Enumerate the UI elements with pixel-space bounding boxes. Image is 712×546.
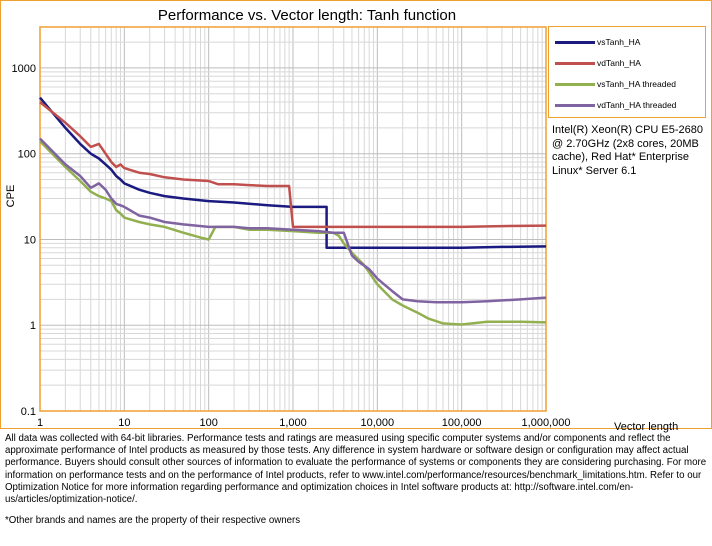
plot-area-border — [39, 26, 547, 412]
legend: vsTanh_HA vdTanh_HA vsTanh_HA threaded v… — [548, 26, 706, 118]
legend-label: vsTanh_HA threaded — [597, 79, 676, 89]
series-line-vsTanh_HA — [39, 96, 547, 250]
cpu-note: Intel(R) Xeon(R) CPU E5-2680 @ 2.70GHz (… — [552, 124, 704, 177]
chart-title: Performance vs. Vector length: Tanh func… — [158, 7, 456, 24]
legend-swatch-vsTanh_HA-threaded — [555, 83, 595, 87]
legend-swatch-vdTanh_HA-threaded — [555, 104, 595, 108]
legend-swatch-vsTanh_HA — [555, 41, 595, 45]
grid — [39, 26, 546, 412]
x-tick-label: 10,000 — [361, 417, 395, 429]
x-axis-label: Vector length — [614, 421, 678, 433]
y-tick-label: 1 — [30, 320, 36, 332]
footnote: *Other brands and names are the property… — [5, 515, 301, 526]
x-tick-label: 100 — [199, 417, 217, 429]
legend-label: vdTanh_HA threaded — [597, 100, 677, 110]
series-lines — [39, 96, 547, 326]
y-axis-label: CPE — [5, 185, 17, 208]
legend-item-vdTanh_HA: vdTanh_HA — [555, 56, 641, 70]
legend-item-vsTanh_HA: vsTanh_HA — [555, 35, 640, 49]
legend-swatch-vdTanh_HA — [555, 62, 595, 66]
legend-item-vsTanh_HA-threaded: vsTanh_HA threaded — [555, 77, 676, 91]
x-tick-label: 1,000,000 — [522, 417, 571, 429]
y-tick-label: 100 — [18, 149, 36, 161]
series-line-vdTanh_HA-threaded — [39, 137, 547, 304]
x-tick-label: 1,000 — [279, 417, 307, 429]
x-tick-label: 10 — [118, 417, 130, 429]
y-tick-labels: 0.1 1 10 100 1000 — [12, 63, 36, 418]
legend-label: vdTanh_HA — [597, 58, 641, 68]
series-line-vdTanh_HA — [39, 101, 547, 229]
y-tick-label: 0.1 — [21, 406, 36, 418]
legend-label: vsTanh_HA — [597, 37, 641, 47]
y-tick-label: 10 — [24, 234, 36, 246]
x-tick-label: 1 — [37, 417, 43, 429]
x-tick-label: 100,000 — [442, 417, 482, 429]
series-line-vsTanh_HA-threaded — [39, 140, 547, 326]
y-tick-label: 1000 — [12, 63, 36, 75]
legend-item-vdTanh_HA-threaded: vdTanh_HA threaded — [555, 98, 676, 112]
disclaimer-text: All data was collected with 64-bit libra… — [5, 433, 707, 506]
x-tick-labels: 1 10 100 1,000 10,000 100,000 1,000,000 — [37, 417, 571, 429]
